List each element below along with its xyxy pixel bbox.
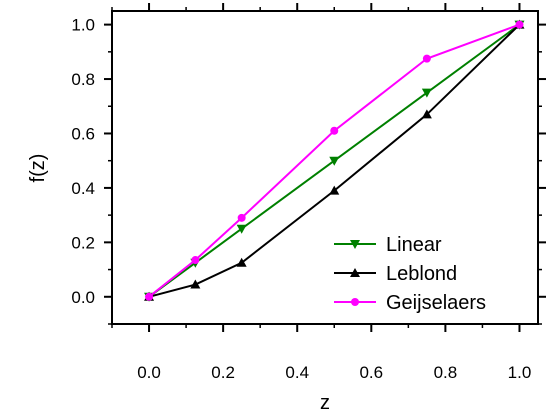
legend-item-leblond: Leblond [334, 263, 457, 285]
y-tick-labels: 0.0 0.2 0.4 0.6 0.8 1.0 [71, 16, 95, 307]
legend-item-linear: Linear [334, 234, 442, 256]
legend: Linear Leblond Geijselaers [334, 234, 486, 314]
legend-marker-geijselaers [351, 298, 359, 306]
point-linear [329, 156, 340, 166]
series-linear [144, 20, 525, 302]
legend-item-geijselaers: Geijselaers [334, 292, 486, 314]
point-leblond [236, 257, 247, 267]
y-tick-label: 0.4 [71, 179, 95, 198]
x-axis-title: z [320, 392, 330, 414]
legend-marker-linear [350, 240, 360, 249]
y-tick-label: 0.2 [71, 233, 95, 252]
series-line-linear [148, 23, 521, 298]
point-geijselaers [145, 292, 154, 301]
y-tick-label: 0.0 [71, 288, 95, 307]
series-line-leblond [148, 23, 521, 298]
x-tick-labels: 0.0 0.2 0.4 0.6 0.8 1.0 [137, 363, 531, 382]
x-tick-label: 0.0 [137, 363, 161, 382]
point-geijselaers [191, 256, 200, 265]
series-layer [144, 19, 525, 302]
legend-label-geijselaers: Geijselaers [386, 292, 486, 314]
axis-ticks [104, 3, 546, 332]
legend-marker-leblond [350, 268, 360, 277]
plot-frame [111, 10, 539, 325]
y-tick-label: 0.6 [71, 124, 95, 143]
legend-label-leblond: Leblond [386, 263, 457, 285]
y-tick-label: 0.8 [71, 70, 95, 89]
x-tick-label: 0.4 [285, 363, 309, 382]
point-leblond [190, 279, 201, 289]
point-geijselaers [422, 54, 431, 63]
point-linear [236, 224, 247, 234]
x-tick-label: 1.0 [508, 363, 532, 382]
point-leblond [421, 109, 432, 119]
point-linear [421, 88, 432, 98]
point-geijselaers [330, 126, 339, 135]
y-axis-title: f(z) [27, 154, 49, 183]
series-geijselaers [145, 20, 524, 301]
point-geijselaers [515, 20, 524, 29]
point-geijselaers [237, 213, 246, 222]
y-tick-label: 1.0 [71, 16, 95, 35]
legend-label-linear: Linear [386, 234, 442, 256]
point-leblond [329, 185, 340, 195]
series-line-geijselaers [148, 23, 520, 298]
x-tick-label: 0.8 [434, 363, 458, 382]
x-tick-label: 0.2 [211, 363, 235, 382]
x-tick-label: 0.6 [359, 363, 383, 382]
